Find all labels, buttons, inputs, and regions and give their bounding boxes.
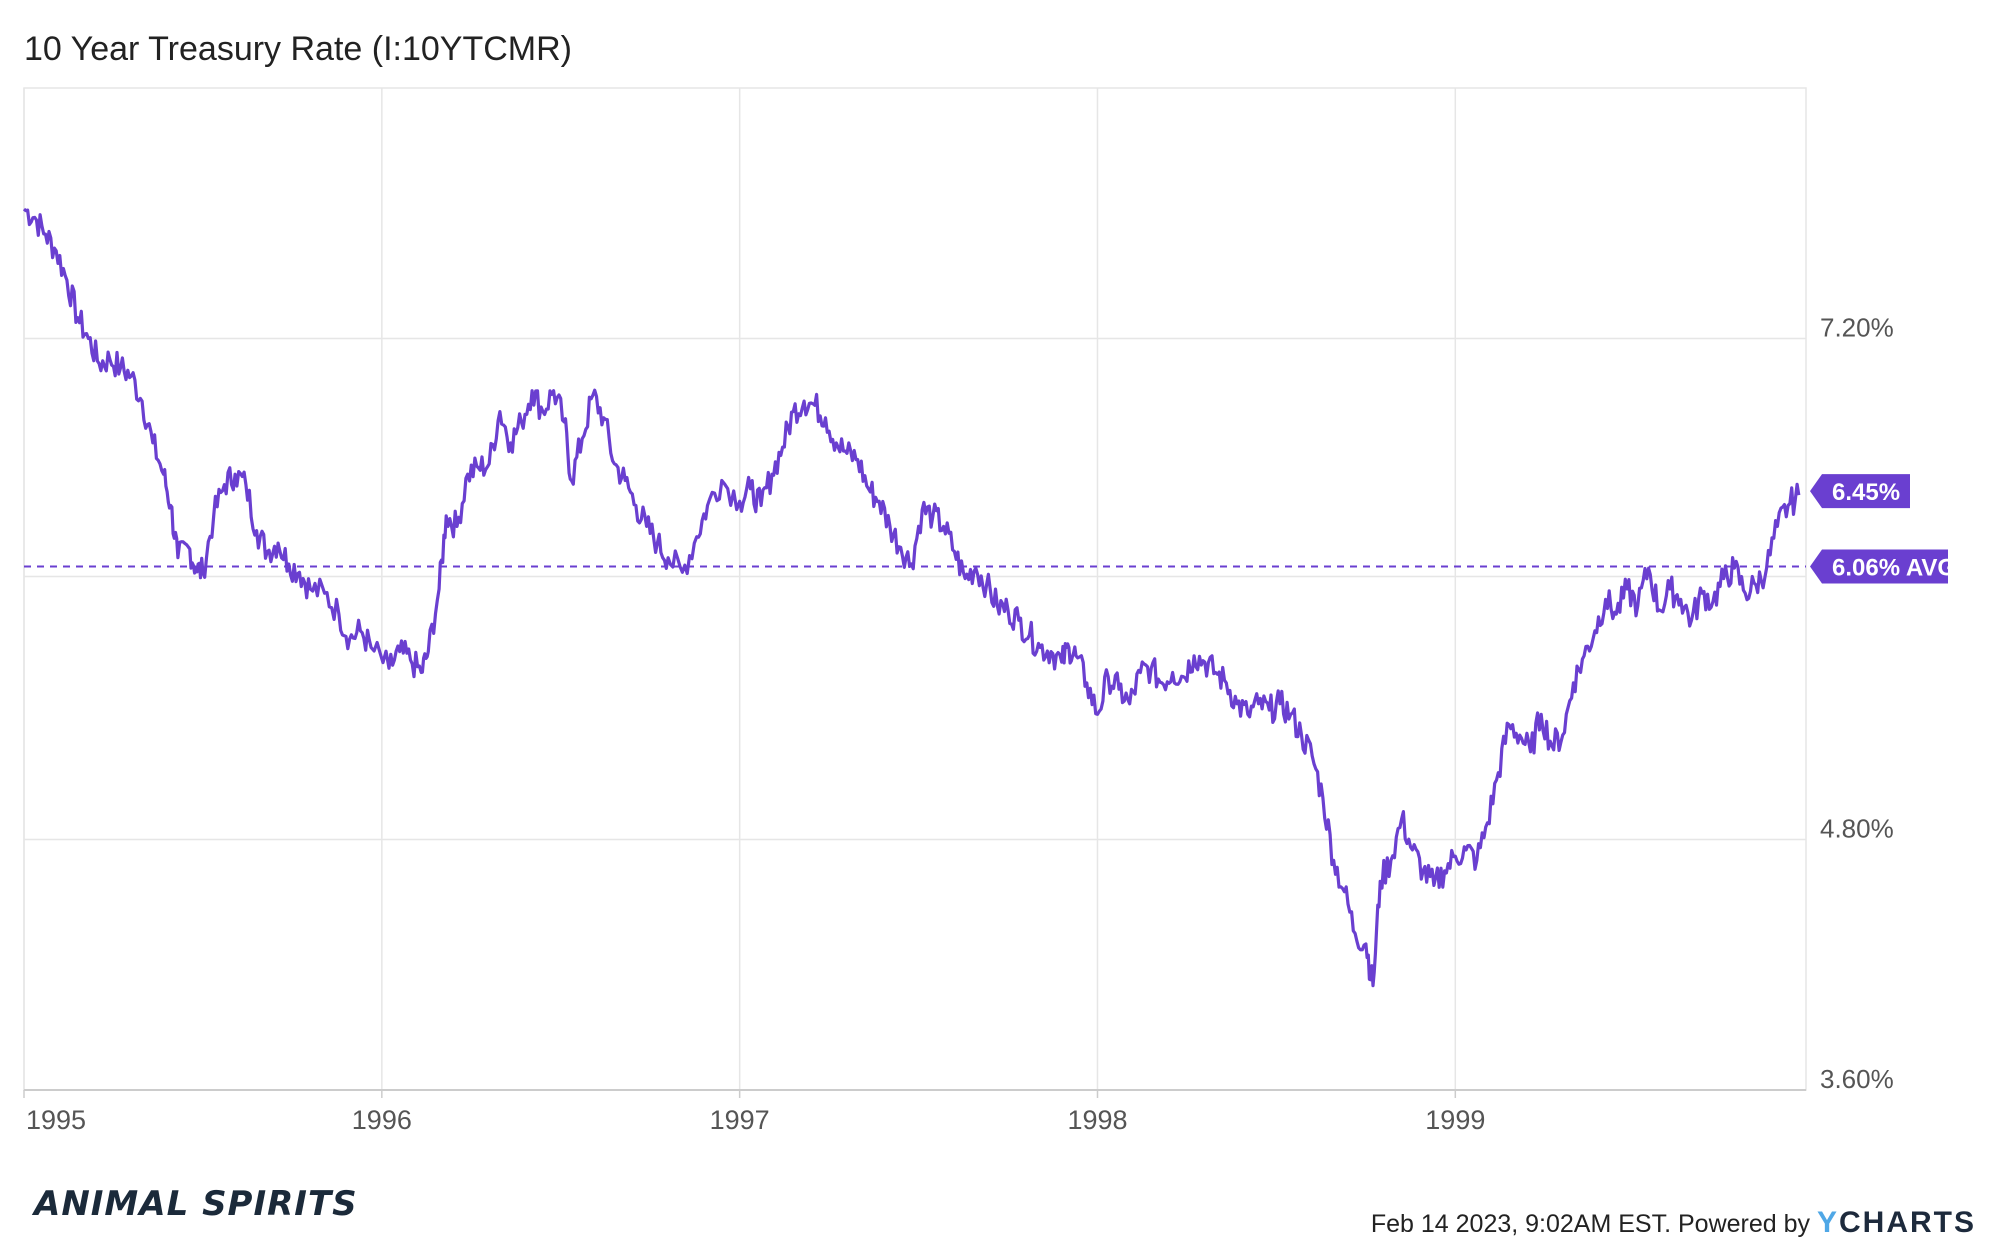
footer-powered-by: Powered by	[1678, 1210, 1811, 1238]
series-layer	[22, 207, 1801, 988]
plot-area-border	[23, 87, 1807, 1091]
y-tick-label: 3.60%	[1820, 1064, 1894, 1094]
animal-spirits-logo: ANIMAL SPIRITS	[34, 1184, 358, 1224]
current-value-flag-text: 6.45%	[1832, 479, 1900, 506]
average-value-flag-shape	[1810, 549, 1948, 584]
x-tick-label: 1997	[710, 1105, 770, 1135]
average-value-flag: 6.06% AVG	[1810, 549, 1956, 584]
footer: Feb 14 2023, 9:02AM EST. Powered by YCHA…	[1371, 1206, 1976, 1240]
ycharts-logo-y: Y	[1816, 1206, 1839, 1239]
current-value-flag: 6.45%	[1810, 474, 1910, 509]
y-tick-label: 7.20%	[1820, 313, 1894, 343]
x-tick-label: 1995	[26, 1105, 86, 1135]
current-value-flag-shape	[1810, 474, 1910, 509]
average-value-flag-text: 6.06% AVG	[1832, 554, 1956, 581]
y-tick-label: 4.80%	[1820, 814, 1894, 844]
value-flags: 6.45% 6.06% AVG	[1810, 474, 1956, 584]
axes	[23, 1089, 1806, 1098]
x-tick-label: 1996	[352, 1105, 412, 1135]
series-line-10y-treasury	[22, 207, 1801, 988]
y-tick-labels: 7.20% 4.80% 3.60%	[1820, 313, 1894, 1095]
ycharts-logo[interactable]: YCHARTS	[1817, 1206, 1976, 1239]
x-tick-label: 1999	[1425, 1105, 1485, 1135]
footer-timestamp: Feb 14 2023, 9:02AM EST.	[1370, 1210, 1672, 1238]
grid-lines	[23, 87, 1807, 1091]
ycharts-logo-text: CHARTS	[1839, 1206, 1976, 1239]
x-tick-label: 1998	[1067, 1105, 1127, 1135]
x-tick-labels: 1995 1996 1997 1998 1999	[26, 1105, 1485, 1135]
chart-title: 10 Year Treasury Rate (I:10YTCMR)	[24, 30, 573, 68]
